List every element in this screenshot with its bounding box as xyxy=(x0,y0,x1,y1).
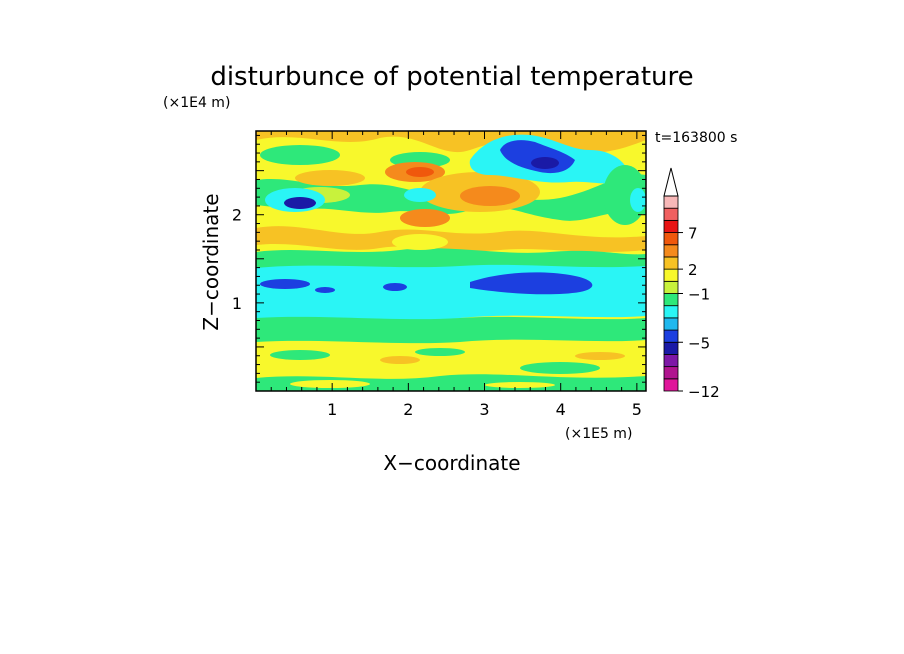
plot-frame xyxy=(255,130,647,392)
colorbar-tick-label: −5 xyxy=(688,334,710,352)
orange-speckle xyxy=(380,356,420,364)
cold-streak xyxy=(260,279,310,289)
yellow-speckle xyxy=(485,382,555,388)
colorbar-swatch xyxy=(663,256,679,270)
warm-band-mid xyxy=(295,170,365,186)
colorbar-swatch xyxy=(663,317,679,331)
colorbar-tick-label: 7 xyxy=(688,225,698,243)
colorbar-tick-label: −1 xyxy=(688,286,710,304)
colorbar-swatch xyxy=(663,341,679,355)
warm-band-upper xyxy=(256,131,646,153)
x-unit-label: (×1E5 m) xyxy=(565,426,632,442)
x-tick-label: 2 xyxy=(403,400,413,419)
colorbar: 7 2 −1 −5 −12 xyxy=(663,167,720,401)
cold-streak xyxy=(383,283,407,291)
colorbar-swatch xyxy=(663,268,679,282)
cold-cell-left xyxy=(284,197,316,209)
cold-streak xyxy=(315,287,335,293)
cyan-layer xyxy=(256,264,646,321)
colorbar-swatch xyxy=(663,366,679,380)
green-lower-band xyxy=(256,316,646,344)
y-tick-label: 2 xyxy=(232,206,242,225)
warm-cell xyxy=(400,209,450,227)
colorbar-swatch xyxy=(663,305,679,319)
contour-field xyxy=(256,131,646,391)
cyan-cell xyxy=(404,188,436,202)
colorbar-swatch xyxy=(663,329,679,343)
x-tick-label: 4 xyxy=(556,400,566,419)
colorbar-swatch xyxy=(663,207,679,221)
green-speckle xyxy=(270,350,330,360)
green-streak xyxy=(256,248,646,268)
x-axis: 1 2 3 4 5 xyxy=(270,131,642,419)
colorbar-tick-label: −12 xyxy=(688,383,720,401)
colorbar-swatch xyxy=(663,354,679,368)
cold-anomaly-core xyxy=(531,157,559,169)
chart-title: disturbunce of potential temperature xyxy=(210,62,693,92)
green-speckle xyxy=(415,348,465,356)
warm-streak xyxy=(256,226,646,252)
y-axis-label: Z−coordinate xyxy=(199,193,223,330)
yellow-patch xyxy=(392,234,448,250)
yellow-speckle xyxy=(290,380,370,388)
x-axis-label: X−coordinate xyxy=(383,451,520,475)
x-tick-label: 3 xyxy=(479,400,489,419)
y-unit-label: (×1E4 m) xyxy=(163,95,230,111)
green-cell-upper xyxy=(260,145,340,165)
y-tick-label: 1 xyxy=(232,294,242,313)
y-axis: 12 xyxy=(232,134,646,383)
colorbar-extend-arrow xyxy=(663,167,679,197)
colorbar-swatch xyxy=(663,195,679,209)
orange-speckle xyxy=(575,352,625,360)
annotation-time: t=163800 s xyxy=(655,130,737,146)
x-tick-label: 5 xyxy=(632,400,642,419)
warm-cell xyxy=(406,167,434,177)
warm-band-mid xyxy=(460,186,520,206)
colorbar-swatch xyxy=(663,244,679,258)
cyan-cell-right xyxy=(630,188,646,212)
colorbar-swatch xyxy=(663,219,679,233)
colorbar-swatch xyxy=(663,293,679,307)
colorbar-tick-label: 2 xyxy=(688,261,698,279)
colorbar-swatch xyxy=(663,280,679,294)
colorbar-swatch xyxy=(663,232,679,246)
green-speckle xyxy=(520,362,600,374)
x-tick-label: 1 xyxy=(327,400,337,419)
cold-streak xyxy=(470,272,593,295)
colorbar-swatch xyxy=(663,378,679,392)
